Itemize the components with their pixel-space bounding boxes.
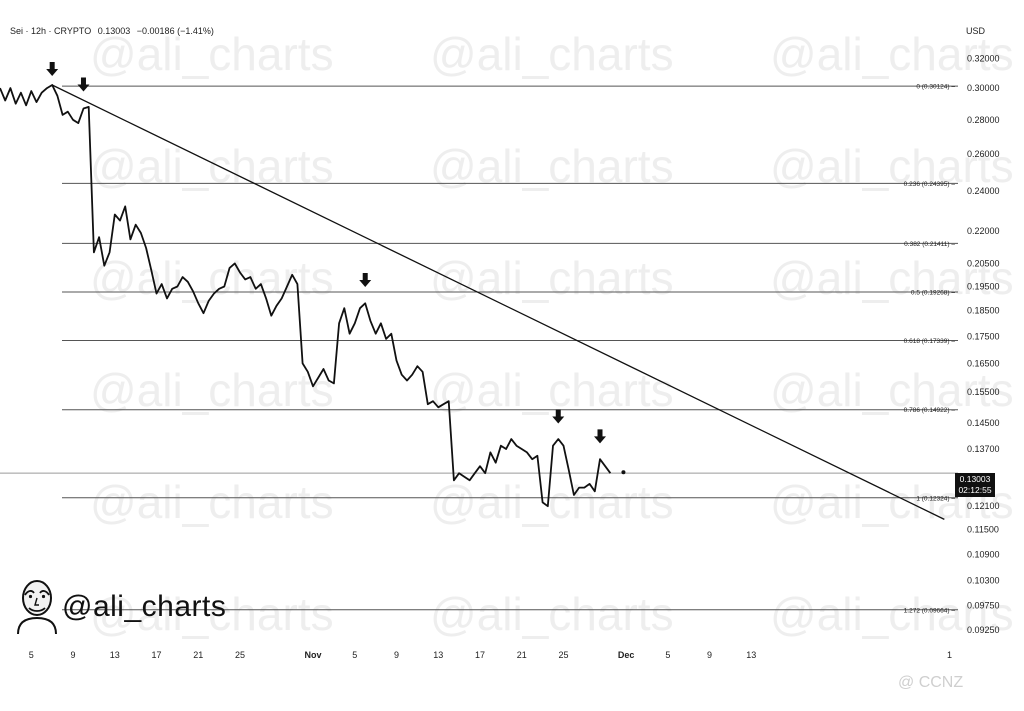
- watermark-text: @ali_charts: [770, 588, 1014, 640]
- watermark-text: @ali_charts: [430, 140, 674, 192]
- watermark-text: @ali_charts: [770, 364, 1014, 416]
- x-tick-label: 13: [746, 650, 756, 660]
- watermark-text: @ali_charts: [430, 364, 674, 416]
- x-tick-label: 1: [947, 650, 952, 660]
- x-tick-label: 5: [352, 650, 357, 660]
- y-tick-label: 0.13700: [967, 444, 1000, 454]
- y-tick-label: 0.11500: [967, 525, 999, 535]
- current-price-label: 0.13003 02:12:55: [955, 473, 995, 497]
- y-tick-label: 0.19500: [967, 281, 1000, 291]
- fib-label: 1.272 (0.09664) –: [904, 607, 956, 614]
- fib-label: 0.236 (0.24395) –: [904, 181, 956, 188]
- fib-label: 0 (0.30124) –: [916, 84, 955, 91]
- y-axis: 0.32000 0.30000 0.28000 0.26000 0.24000 0.220…: [967, 53, 1000, 635]
- x-tick-label: 21: [193, 650, 203, 660]
- brand-handle: @ali_charts: [62, 590, 227, 623]
- price-value: 0.13003: [97, 26, 131, 36]
- rejection-markers: [46, 62, 606, 444]
- x-tick-label: 9: [394, 650, 399, 660]
- y-tick-label: 0.15500: [967, 387, 1000, 397]
- price-line: [0, 84, 612, 508]
- fib-label: 1 (0.12324) –: [916, 495, 955, 502]
- watermark-text: @ali_charts: [770, 252, 1014, 304]
- y-tick-label: 0.12100: [967, 501, 1000, 511]
- watermark-text: @ali_charts: [430, 252, 674, 304]
- y-tick-label: 0.28000: [967, 115, 1000, 125]
- x-tick-label: Dec: [618, 650, 635, 660]
- x-tick-label: 13: [433, 650, 443, 660]
- y-tick-label: 0.09250: [967, 625, 1000, 635]
- price-change: −0.00186 (−1.41%): [136, 26, 214, 36]
- x-tick-label: 9: [71, 650, 76, 660]
- y-tick-label: 0.10300: [967, 575, 1000, 585]
- y-tick-label: 0.26000: [967, 149, 1000, 159]
- watermark-text: @ali_charts: [770, 140, 1014, 192]
- watermark-text: @ali_charts: [90, 28, 334, 80]
- y-tick-label: 0.14500: [967, 418, 1000, 428]
- rejection-arrow-icon: [594, 429, 606, 444]
- y-tick-label: 0.20500: [967, 258, 1000, 268]
- x-tick-label: 5: [665, 650, 670, 660]
- x-tick-label: 9: [707, 650, 712, 660]
- fib-label: 0.786 (0.14922) –: [904, 407, 956, 414]
- watermark-text: @ali_charts: [430, 476, 674, 528]
- y-tick-label: 0.24000: [967, 186, 1000, 196]
- avatar-icon: [17, 580, 57, 635]
- y-tick-label: 0.10900: [967, 549, 1000, 559]
- x-tick-label: 5: [29, 650, 34, 660]
- currency-label: USD: [966, 26, 986, 36]
- x-tick-label: 21: [517, 650, 527, 660]
- current-price-value: 0.13003: [959, 474, 991, 484]
- brand-watermark: @ali_charts: [12, 578, 226, 636]
- watermark-text: @ali_charts: [90, 588, 334, 640]
- x-tick-label: 13: [110, 650, 120, 660]
- price-series: [0, 84, 626, 508]
- x-tick-label: 17: [475, 650, 485, 660]
- watermark-text: @ali_charts: [90, 140, 334, 192]
- symbol-label: Sei · 12h · CRYPTO: [10, 26, 92, 36]
- last-price-dot: [621, 470, 626, 475]
- chart-header: Sei · 12h · CRYPTO 0.13003 −0.00186 (−1.…: [10, 26, 218, 36]
- y-tick-label: 0.30000: [967, 83, 1000, 93]
- watermark-text: @ali_charts: [770, 28, 1014, 80]
- watermark-text: @ali_charts: [430, 28, 674, 80]
- y-tick-label: 0.16500: [967, 358, 1000, 368]
- y-tick-label: 0.22000: [967, 226, 1000, 236]
- x-tick-label: 25: [558, 650, 568, 660]
- candle-countdown: 02:12:55: [958, 485, 992, 495]
- fib-levels: 0 (0.30124) – 0.236 (0.24395) – 0.382 (0.2…: [0, 84, 958, 614]
- y-tick-label: 0.32000: [967, 53, 1000, 63]
- x-tick-label: 25: [235, 650, 245, 660]
- fib-label: 0.5 (0.19268) –: [911, 289, 955, 296]
- watermark-text: @ali_charts: [90, 476, 334, 528]
- y-tick-label: 0.18500: [967, 306, 1000, 316]
- y-tick-label: 0.09750: [967, 601, 1000, 611]
- fib-label: 0.618 (0.17339) –: [904, 338, 956, 345]
- watermark-pattern: @ali_charts @ali_charts @ali_charts @ali_ch…: [90, 28, 1014, 640]
- rejection-arrow-icon: [46, 62, 59, 77]
- source-mark: @ CCNZ: [898, 674, 964, 691]
- x-tick-label: 17: [152, 650, 162, 660]
- watermark-text: @ali_charts: [90, 364, 334, 416]
- x-axis: 5 9 13 17 21 25 Nov 5 9 13 17 21 25 Dec 5 9 13 1: [29, 650, 952, 660]
- y-tick-label: 0.17500: [967, 331, 1000, 341]
- rejection-arrow-icon: [552, 409, 565, 424]
- trendline: [51, 84, 945, 520]
- watermark-text: @ali_charts: [430, 588, 674, 640]
- fib-label: 0.382 (0.21411) –: [904, 241, 955, 248]
- descending-trendline: [51, 84, 945, 520]
- x-tick-label: Nov: [305, 650, 322, 660]
- rejection-arrow-icon: [359, 273, 372, 288]
- rejection-arrow-icon: [77, 77, 90, 92]
